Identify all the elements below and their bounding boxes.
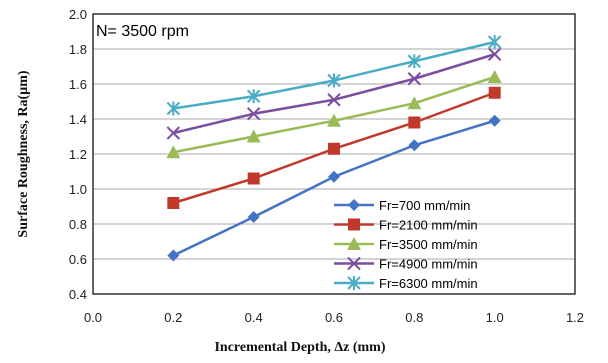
legend-marker xyxy=(347,276,361,290)
series-group xyxy=(166,35,502,262)
y-tick-labels: 0.4 0.6 0.8 1.0 1.2 1.4 1.6 1.8 2.0 xyxy=(69,7,87,302)
legend-label: Fr=3500 mm/min xyxy=(379,237,478,252)
legend-item: Fr=2100 mm/min xyxy=(334,218,478,233)
data-point xyxy=(167,249,180,262)
data-point xyxy=(407,96,422,110)
y-tick-label: 1.0 xyxy=(69,182,87,197)
legend-label: Fr=4900 mm/min xyxy=(379,257,478,272)
x-tick-label: 0.6 xyxy=(325,310,343,325)
x-tick-label: 0.2 xyxy=(164,310,182,325)
series-fr-700-mm-min xyxy=(167,114,501,262)
data-point xyxy=(246,107,261,121)
data-point xyxy=(407,54,422,69)
series-fr-4900-mm-min xyxy=(166,47,502,140)
data-point xyxy=(166,126,181,140)
legend-label: Fr=700 mm/min xyxy=(379,198,470,213)
series-fr-2100-mm-min xyxy=(167,86,501,209)
data-point xyxy=(327,73,341,88)
x-tick-label: 1.0 xyxy=(486,310,504,325)
data-point xyxy=(167,197,180,209)
x-tick-labels: 0.0 0.2 0.4 0.6 0.8 1.0 1.2 xyxy=(84,310,584,325)
data-point xyxy=(487,35,502,49)
x-axis-title: Incremental Depth, Δz (mm) xyxy=(214,340,385,355)
series-fr-3500-mm-min xyxy=(166,70,502,159)
series-fr-6300-mm-min xyxy=(166,35,502,116)
data-point xyxy=(487,47,502,61)
data-point xyxy=(328,170,340,183)
legend-item: Fr=6300 mm/min xyxy=(334,276,478,291)
data-point xyxy=(247,211,260,223)
legend-item: Fr=700 mm/min xyxy=(334,198,470,213)
y-tick-label: 2.0 xyxy=(69,7,87,22)
data-point xyxy=(487,70,502,83)
legend-marker xyxy=(347,237,361,250)
data-point xyxy=(327,93,341,107)
data-point xyxy=(166,101,181,116)
data-point xyxy=(328,142,340,155)
data-point xyxy=(408,116,421,129)
legend-marker xyxy=(347,256,361,271)
y-tick-label: 0.8 xyxy=(69,217,87,232)
plot-area-frame xyxy=(92,13,576,295)
legend-label: Fr=6300 mm/min xyxy=(379,276,478,291)
data-point xyxy=(327,113,341,127)
legend: Fr=700 mm/min Fr=2100 mm/min Fr=3500 mm/mi… xyxy=(334,198,478,291)
data-point xyxy=(408,139,421,152)
y-tick-label: 1.6 xyxy=(69,77,87,92)
x-tick-label: 0.8 xyxy=(405,310,423,325)
data-point xyxy=(488,86,501,99)
x-tick-label: 0.0 xyxy=(84,310,102,325)
rpm-annotation: N= 3500 rpm xyxy=(96,23,189,40)
y-tick-label: 1.8 xyxy=(69,42,87,57)
data-point xyxy=(246,129,261,143)
y-tick-label: 0.6 xyxy=(69,252,87,267)
legend-item: Fr=3500 mm/min xyxy=(334,237,478,252)
x-tick-label: 1.2 xyxy=(566,310,584,325)
data-point xyxy=(247,172,260,185)
y-axis-title: Surface Roughness, Ra(µm) xyxy=(16,70,31,237)
x-tick-label: 0.4 xyxy=(245,310,263,325)
data-point xyxy=(407,72,422,86)
y-tick-label: 1.2 xyxy=(69,147,87,162)
legend-marker xyxy=(348,199,360,211)
legend-label: Fr=2100 mm/min xyxy=(379,218,478,233)
y-tick-label: 1.4 xyxy=(69,112,87,127)
data-point xyxy=(166,145,181,159)
legend-marker xyxy=(348,218,360,231)
legend-item: Fr=4900 mm/min xyxy=(334,257,478,272)
data-point xyxy=(488,114,501,127)
data-point xyxy=(246,89,261,104)
y-tick-label: 0.4 xyxy=(69,287,87,302)
